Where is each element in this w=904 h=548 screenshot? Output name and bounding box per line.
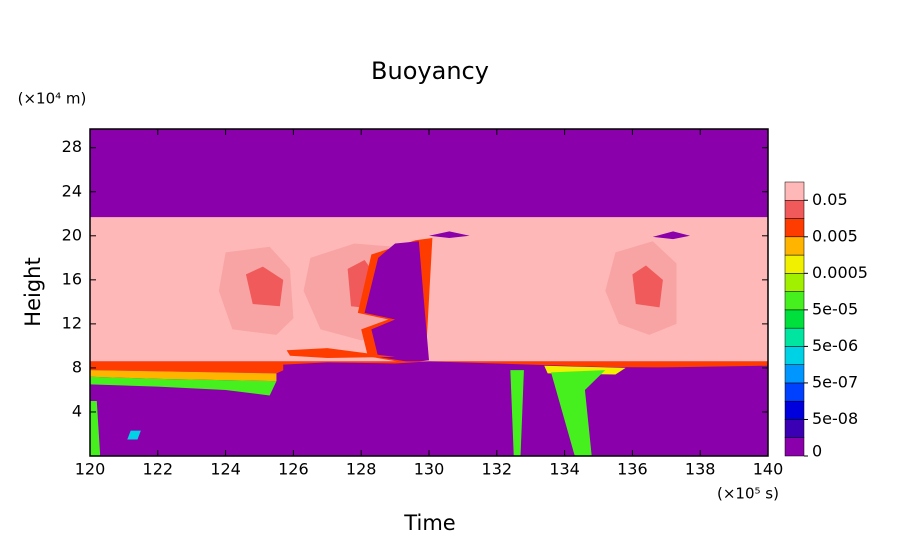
contour-region xyxy=(90,370,277,382)
x-tick-label: 130 xyxy=(414,460,445,479)
contour-region xyxy=(90,361,768,374)
x-tick-label: 124 xyxy=(210,460,241,479)
colorbar-band xyxy=(784,364,805,384)
contour-region xyxy=(90,400,101,456)
x-tick-label: 122 xyxy=(143,460,174,479)
x-unit: (×10⁵ s) xyxy=(717,485,779,503)
x-tick-label: 132 xyxy=(482,460,513,479)
colorbar-band xyxy=(784,382,805,402)
colorbar-label: 5e-08 xyxy=(812,409,858,428)
contour-region xyxy=(90,376,277,396)
colorbar-band xyxy=(784,419,805,438)
x-tick-label: 120 xyxy=(75,460,106,479)
y-tick-label: 20 xyxy=(62,225,82,244)
x-tick-label: 136 xyxy=(617,460,648,479)
y-tick-label: 24 xyxy=(62,181,82,200)
contour-region xyxy=(652,231,691,240)
colorbar-band xyxy=(784,309,805,329)
contour-region xyxy=(245,266,284,307)
colorbar-band xyxy=(784,236,805,256)
y-tick-label: 28 xyxy=(62,137,82,156)
y-tick-label: 16 xyxy=(62,269,82,288)
y-tick-label: 4 xyxy=(72,401,82,420)
y-axis-label: Height xyxy=(21,257,45,326)
colorbar-label: 5e-05 xyxy=(812,299,858,318)
contour-region xyxy=(632,265,663,308)
colorbar-band xyxy=(784,218,805,238)
contour-region xyxy=(364,241,429,363)
colorbar-band xyxy=(784,273,805,292)
contour-region xyxy=(551,370,606,456)
x-tick-label: 126 xyxy=(278,460,309,479)
chart-title: Buoyancy xyxy=(371,57,489,85)
x-tick-label: 128 xyxy=(346,460,377,479)
colorbar-band xyxy=(784,346,805,365)
colorbar-label: 5e-07 xyxy=(812,372,858,391)
x-axis-label: Time xyxy=(403,511,455,535)
contour-region xyxy=(127,430,141,440)
x-tick-label: 134 xyxy=(549,460,580,479)
colorbar-label: 0.005 xyxy=(812,226,858,245)
y-tick-label: 12 xyxy=(62,313,82,332)
colorbar-band xyxy=(784,400,805,420)
y-unit: (×10⁴ m) xyxy=(18,90,87,108)
colorbar-band xyxy=(784,181,805,201)
contour-region xyxy=(429,231,470,238)
x-tick-label: 138 xyxy=(685,460,716,479)
colorbar-band xyxy=(784,291,805,311)
colorbar-band xyxy=(784,254,805,274)
contour-region xyxy=(510,370,524,456)
contour-region xyxy=(286,348,396,359)
colorbar-label: 5e-06 xyxy=(812,336,858,355)
colorbar-label: 0.05 xyxy=(812,190,848,209)
colorbar-band xyxy=(784,327,805,347)
x-tick-label: 140 xyxy=(753,460,784,479)
colorbar-band xyxy=(784,437,805,457)
contour-region xyxy=(283,361,768,456)
colorbar-band xyxy=(784,200,805,219)
colorbar-label: 0.0005 xyxy=(812,263,868,282)
y-tick-label: 8 xyxy=(72,357,82,376)
colorbar-label: 0 xyxy=(812,442,822,461)
